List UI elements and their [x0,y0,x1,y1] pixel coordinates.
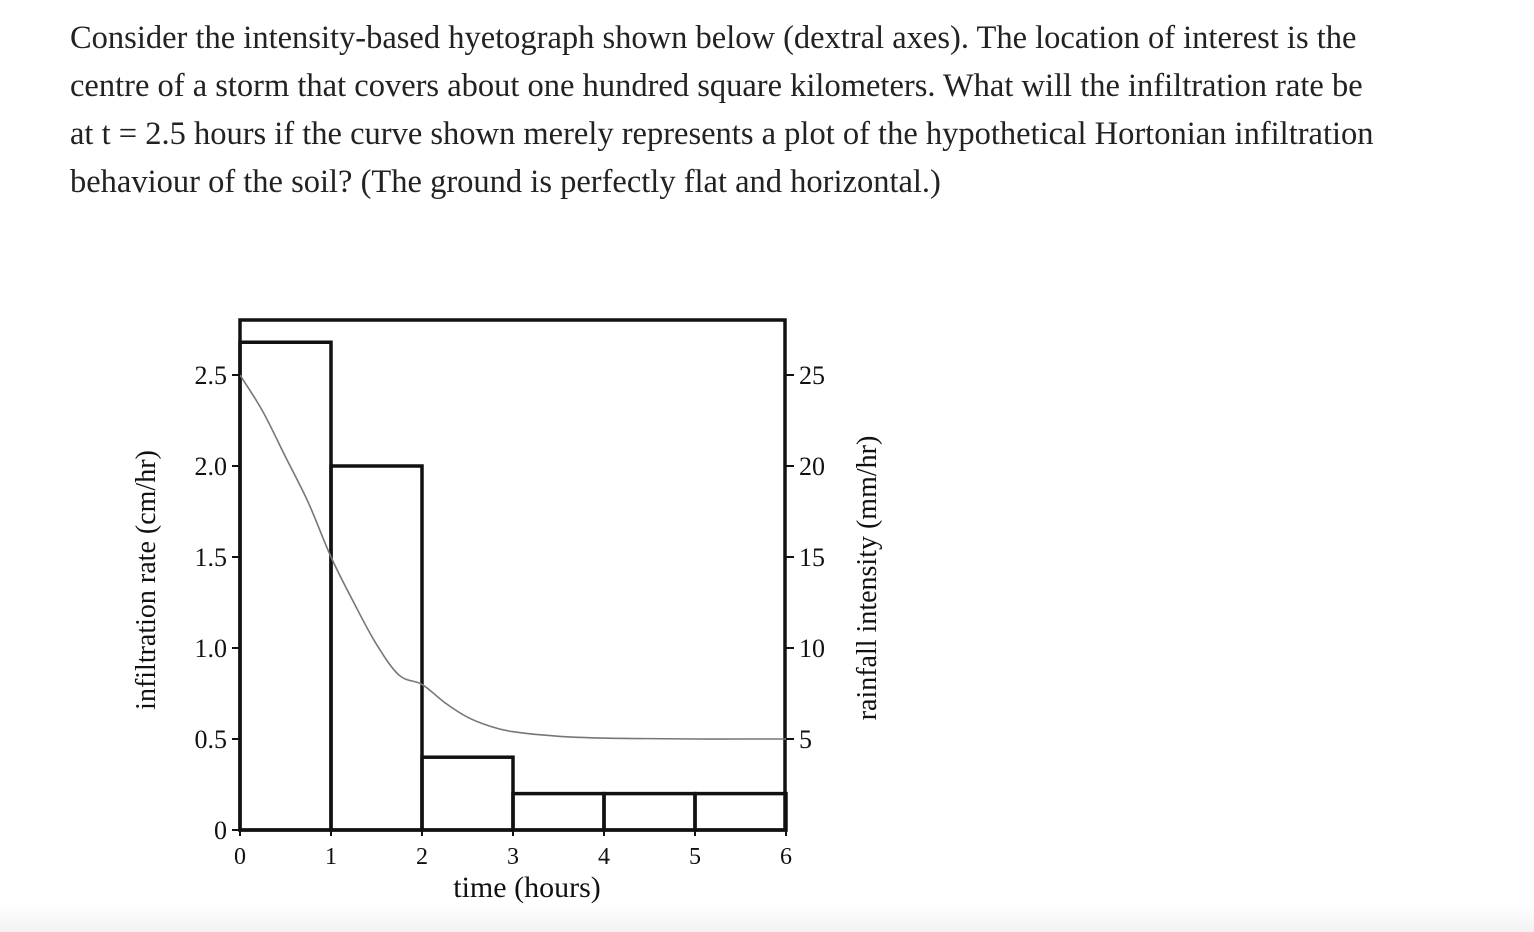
question-text: Consider the intensity-based hyetograph … [70,14,1515,206]
rainfall-bar-3 [420,755,515,832]
x-tick-label-2: 2 [416,844,428,870]
rainfall-bar-6 [693,791,788,832]
left-tick-label-1.5: 1.5 [195,543,228,572]
right-tick-label-5: 5 [799,725,812,754]
right-axis-label: rainfall intensity (mm/hr) [852,436,883,721]
left-axis-ticks: 0 0.5 1.0 1.5 2.0 2.5 [195,361,240,845]
x-tick-label-1: 1 [325,844,337,870]
right-tick-label-20: 20 [799,452,825,481]
question-line-3: at t = 2.5 hours if the curve shown mere… [70,116,1374,152]
x-tick-label-5: 5 [689,844,701,870]
plot-frame [238,318,787,832]
right-tick-label-25: 25 [799,361,825,390]
left-tick-label-2.5: 2.5 [195,361,228,390]
x-tick-label-6: 6 [780,844,792,870]
left-axis-label: infiltration rate (cm/hr) [131,450,162,710]
rainfall-bars [238,340,788,832]
page-bottom-fade [0,905,1534,932]
rainfall-bar-4 [511,791,606,832]
right-tick-label-10: 10 [799,634,825,663]
question-line-4: behaviour of the soil? (The ground is pe… [70,164,941,200]
x-tick-label-0: 0 [234,844,246,870]
x-axis-label: time (hours) [453,871,600,904]
rainfall-bar-1 [238,340,333,832]
rainfall-bar-2 [329,464,424,832]
right-tick-label-15: 15 [799,543,825,572]
question-line-2: centre of a storm that covers about one … [70,68,1363,104]
rainfall-bar-5 [602,791,697,832]
left-tick-label-2.0: 2.0 [195,452,228,481]
right-axis-ticks: 5 10 15 20 25 [786,361,825,754]
question-line-1: Consider the intensity-based hyetograph … [70,20,1357,56]
x-tick-label-3: 3 [507,844,519,870]
left-tick-label-1.0: 1.0 [195,634,228,663]
infiltration-curve [239,374,786,740]
left-tick-label-0.5: 0.5 [195,725,228,754]
x-tick-label-4: 4 [598,844,610,870]
left-tick-label-0: 0 [214,816,227,845]
